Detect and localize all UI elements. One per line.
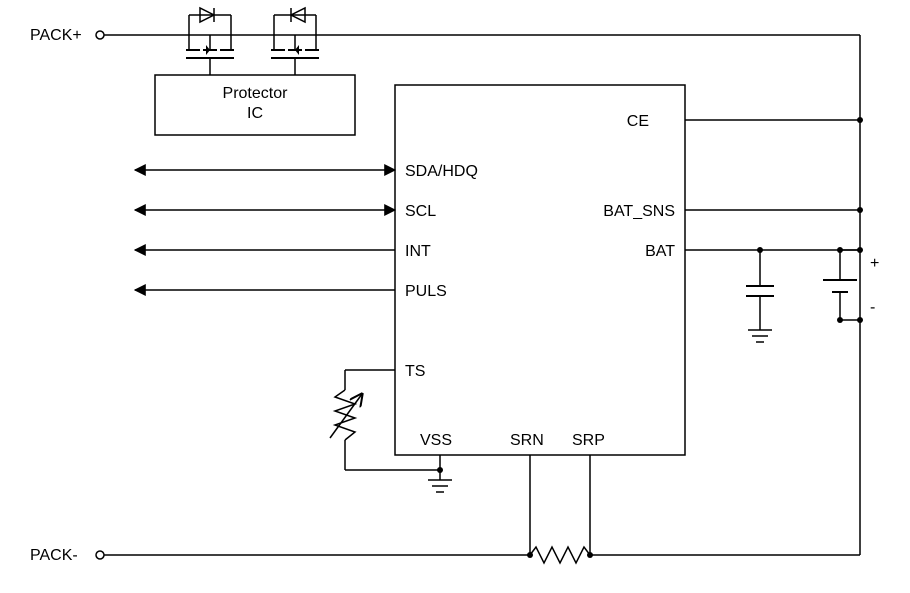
pin-srn-label: SRN: [510, 432, 544, 449]
battery-neg-node: [857, 317, 863, 323]
battery-plus-label: +: [870, 255, 879, 272]
sense-resistor: [530, 547, 590, 563]
gauge-ic-block: [395, 85, 685, 455]
mosfet-2: [271, 8, 319, 75]
srp-node: [587, 552, 593, 558]
battery-cell: [823, 247, 857, 323]
pin-batsns-label: BAT_SNS: [603, 203, 675, 220]
protector-label-2: IC: [247, 105, 263, 122]
pack-plus-label: PACK+: [30, 27, 82, 44]
batsns-node: [857, 207, 863, 213]
pack-minus-label: PACK-: [30, 547, 78, 564]
mosfet-1: [186, 8, 234, 75]
pack-plus-terminal: [96, 31, 104, 39]
battery-gauge-schematic: PACK+: [0, 0, 910, 593]
ce-node: [857, 117, 863, 123]
pin-ce-label: CE: [627, 113, 649, 130]
pin-puls-label: PULS: [405, 283, 447, 300]
capacitor: [746, 250, 774, 342]
battery-minus-label: -: [870, 299, 875, 316]
pin-scl-label: SCL: [405, 203, 436, 220]
pin-int-label: INT: [405, 243, 431, 260]
pin-srp-label: SRP: [572, 432, 605, 449]
ground-vss: [428, 470, 452, 492]
srn-node: [527, 552, 533, 558]
protector-label-1: Protector: [223, 85, 289, 102]
pin-ts-label: TS: [405, 363, 425, 380]
pin-bat-label: BAT: [645, 243, 675, 260]
pack-minus-terminal: [96, 551, 104, 559]
pin-sda-label: SDA/HDQ: [405, 163, 478, 180]
pin-vss-label: VSS: [420, 432, 452, 449]
